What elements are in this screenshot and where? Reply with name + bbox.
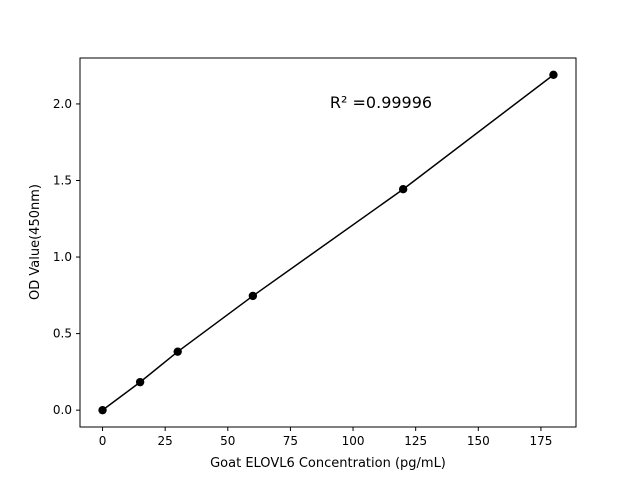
y-tick-label: 0.5: [53, 327, 72, 341]
data-point: [248, 291, 258, 301]
x-tick-label: 125: [404, 434, 427, 448]
data-point: [398, 185, 408, 194]
data-point: [135, 377, 145, 387]
fit-line: [102, 74, 554, 411]
data-point: [98, 405, 107, 415]
data-point: [549, 70, 558, 80]
x-axis-label: Goat ELOVL6 Concentration (pg/mL): [210, 456, 446, 471]
x-tick-label: 50: [220, 434, 235, 448]
x-tick-label: 25: [158, 434, 173, 448]
x-tick-label: 150: [467, 434, 490, 448]
data-point: [173, 347, 182, 356]
x-tick-label: 75: [283, 434, 298, 448]
y-tick-label: 2.0: [53, 97, 72, 111]
y-tick-label: 0.0: [53, 403, 72, 417]
x-tick-label: 100: [342, 434, 365, 448]
y-axis-label: OD Value(450nm): [28, 184, 43, 300]
r-squared-annotation: R² =0.99996: [330, 93, 432, 112]
x-tick-label: 175: [529, 434, 552, 448]
y-tick-label: 1.0: [53, 250, 72, 264]
x-tick-label: 0: [99, 434, 107, 448]
plot-frame: [79, 57, 577, 428]
y-tick-label: 1.5: [53, 173, 72, 187]
